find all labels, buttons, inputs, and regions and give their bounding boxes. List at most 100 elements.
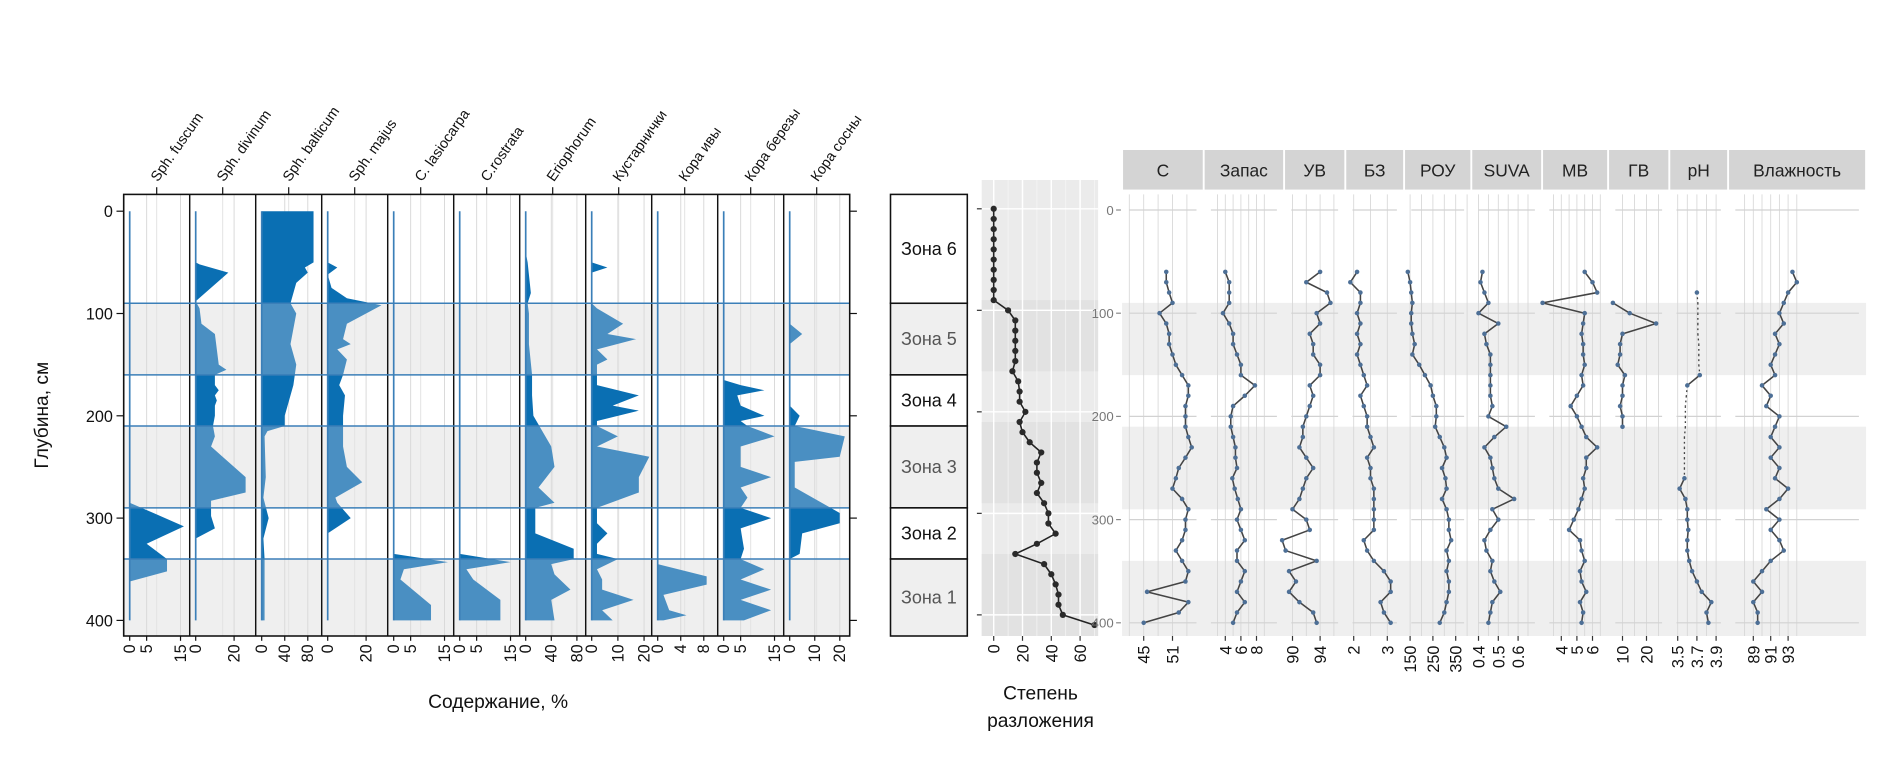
x-axis-title-line1: Степень: [1003, 684, 1078, 705]
data-point: [1173, 476, 1179, 481]
data-point: [1496, 486, 1501, 491]
data-point: [1234, 558, 1240, 564]
x-tick-label: 20: [1015, 644, 1033, 662]
line-segment: [1288, 591, 1300, 603]
x-tick-label: 10: [609, 644, 627, 662]
data-point: [1486, 300, 1491, 306]
data-point: [1009, 368, 1016, 375]
data-point: [1579, 331, 1584, 337]
zone-box: [889, 558, 969, 637]
data-point: [1186, 393, 1191, 399]
zone-band: [981, 553, 1099, 636]
zone-label: Зона 3: [901, 457, 957, 477]
facet-title: БЗ: [1364, 160, 1386, 180]
data-point: [1183, 424, 1188, 429]
data-point: [1408, 310, 1414, 316]
data-point: [1230, 403, 1236, 409]
data-point: [1055, 591, 1062, 598]
line-segment: [1622, 322, 1657, 335]
data-point: [1437, 620, 1443, 626]
x-tick-label: 60: [1072, 644, 1090, 662]
data-point: [1566, 527, 1572, 533]
data-point: [1012, 317, 1019, 324]
line-segment: [1316, 302, 1331, 314]
data-point: [1579, 424, 1584, 429]
data-point: [1361, 403, 1367, 409]
data-point: [1777, 445, 1782, 450]
data-point: [1358, 290, 1363, 295]
data-point: [1446, 558, 1452, 564]
data-point: [1627, 310, 1632, 316]
data-point: [1235, 496, 1241, 502]
facet-header: [1472, 150, 1542, 190]
facet-title: ГВ: [1628, 160, 1649, 180]
x-tick-label: 350: [1448, 646, 1466, 673]
data-point: [1310, 393, 1316, 399]
data-point: [1583, 434, 1589, 440]
data-point: [1490, 507, 1495, 512]
data-point: [1759, 568, 1765, 574]
data-point: [1590, 279, 1595, 285]
data-point: [1293, 579, 1299, 584]
x-axis-title: Содержание, %: [428, 692, 568, 713]
data-point: [1364, 383, 1370, 388]
line-segment: [1765, 498, 1780, 510]
data-point: [1503, 424, 1509, 429]
data-point: [1444, 507, 1449, 512]
x-tick-label: 0.4: [1471, 646, 1489, 669]
data-point: [1694, 290, 1700, 295]
data-point: [1488, 610, 1493, 615]
data-point: [1226, 321, 1232, 326]
data-point: [1176, 610, 1182, 615]
data-point: [1768, 527, 1773, 533]
x-tick-label: 15: [172, 644, 190, 662]
data-point: [1176, 465, 1182, 471]
data-point: [1405, 269, 1411, 275]
facet-4: БЗ 2 3: [1346, 150, 1404, 655]
zone-band: [981, 300, 1099, 372]
data-point: [990, 286, 997, 294]
x-tick-label: 5: [138, 644, 156, 653]
data-point: [1230, 341, 1236, 347]
data-point: [1677, 486, 1682, 491]
data-point: [1297, 599, 1302, 605]
data-point: [1620, 393, 1625, 399]
data-point: [1286, 589, 1292, 595]
x-tick-label: 4: [1553, 646, 1571, 655]
data-point: [1430, 393, 1436, 399]
data-point: [1038, 479, 1045, 487]
data-point: [1310, 341, 1316, 347]
data-point: [1697, 372, 1703, 378]
x-tick-label: 6: [1233, 646, 1251, 655]
data-point: [1166, 331, 1172, 337]
data-point: [990, 215, 997, 223]
taxon-label: Eriophorum: [544, 115, 600, 185]
data-point: [990, 256, 997, 263]
data-point: [1016, 418, 1023, 426]
area-fill: [459, 553, 511, 621]
data-point: [1304, 517, 1309, 522]
data-point: [1233, 455, 1238, 460]
data-point: [1768, 455, 1773, 460]
data-point: [1317, 372, 1323, 378]
data-point: [1189, 445, 1194, 450]
data-point: [1304, 455, 1309, 460]
x-tick-label: 15: [436, 644, 454, 662]
data-point: [1179, 372, 1185, 378]
data-point: [1434, 403, 1439, 409]
data-point: [1794, 279, 1800, 285]
data-point: [1579, 372, 1584, 378]
facet-title: pH: [1688, 160, 1710, 180]
data-point: [1615, 362, 1620, 368]
area-fill: [591, 303, 650, 621]
data-point: [1358, 300, 1363, 306]
data-point: [1238, 372, 1244, 378]
data-point: [1238, 507, 1244, 512]
x-tick-label: 10: [1615, 646, 1633, 664]
data-point: [1496, 321, 1501, 326]
line-segment: [1765, 508, 1780, 521]
data-point: [990, 246, 997, 253]
data-point: [1015, 378, 1022, 385]
data-point: [1358, 341, 1363, 347]
